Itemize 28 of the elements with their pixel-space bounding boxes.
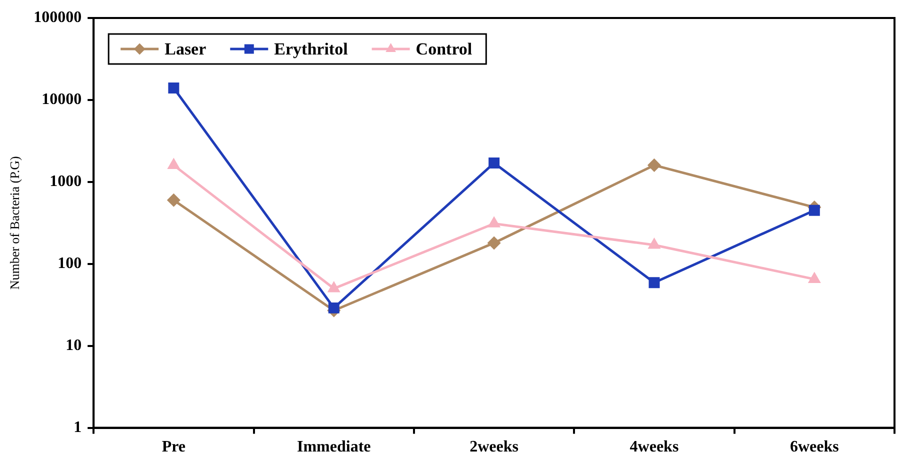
y-tick-label: 100 <box>58 255 82 272</box>
x-tick-label: Immediate <box>296 438 371 456</box>
y-axis-title: Number of Bacteria (P.G) <box>7 156 22 290</box>
point <box>648 158 660 172</box>
y-tick-label: 10 <box>66 336 82 354</box>
y-tick-label: 100000 <box>34 9 82 26</box>
x-tick-label: 2weeks <box>470 438 518 456</box>
legend-label: Control <box>416 39 472 58</box>
point <box>648 238 660 249</box>
point <box>488 217 500 228</box>
y-tick-label: 1 <box>74 418 82 436</box>
point <box>648 277 660 288</box>
point <box>488 236 500 250</box>
point <box>168 158 180 169</box>
x-tick-label: 6weeks <box>790 438 839 456</box>
y-tick-label: 10000 <box>42 91 82 108</box>
y-tick-label: 1000 <box>50 173 82 190</box>
legend-label: Laser <box>164 39 207 58</box>
point <box>488 158 500 169</box>
point <box>808 272 820 283</box>
point <box>328 302 340 314</box>
point <box>328 282 340 292</box>
legend-label: Erythritol <box>274 39 348 58</box>
point <box>808 204 820 216</box>
point <box>167 194 180 206</box>
point <box>168 82 180 94</box>
x-tick-label: 4weeks <box>630 438 679 456</box>
x-tick-label: Pre <box>162 438 186 456</box>
